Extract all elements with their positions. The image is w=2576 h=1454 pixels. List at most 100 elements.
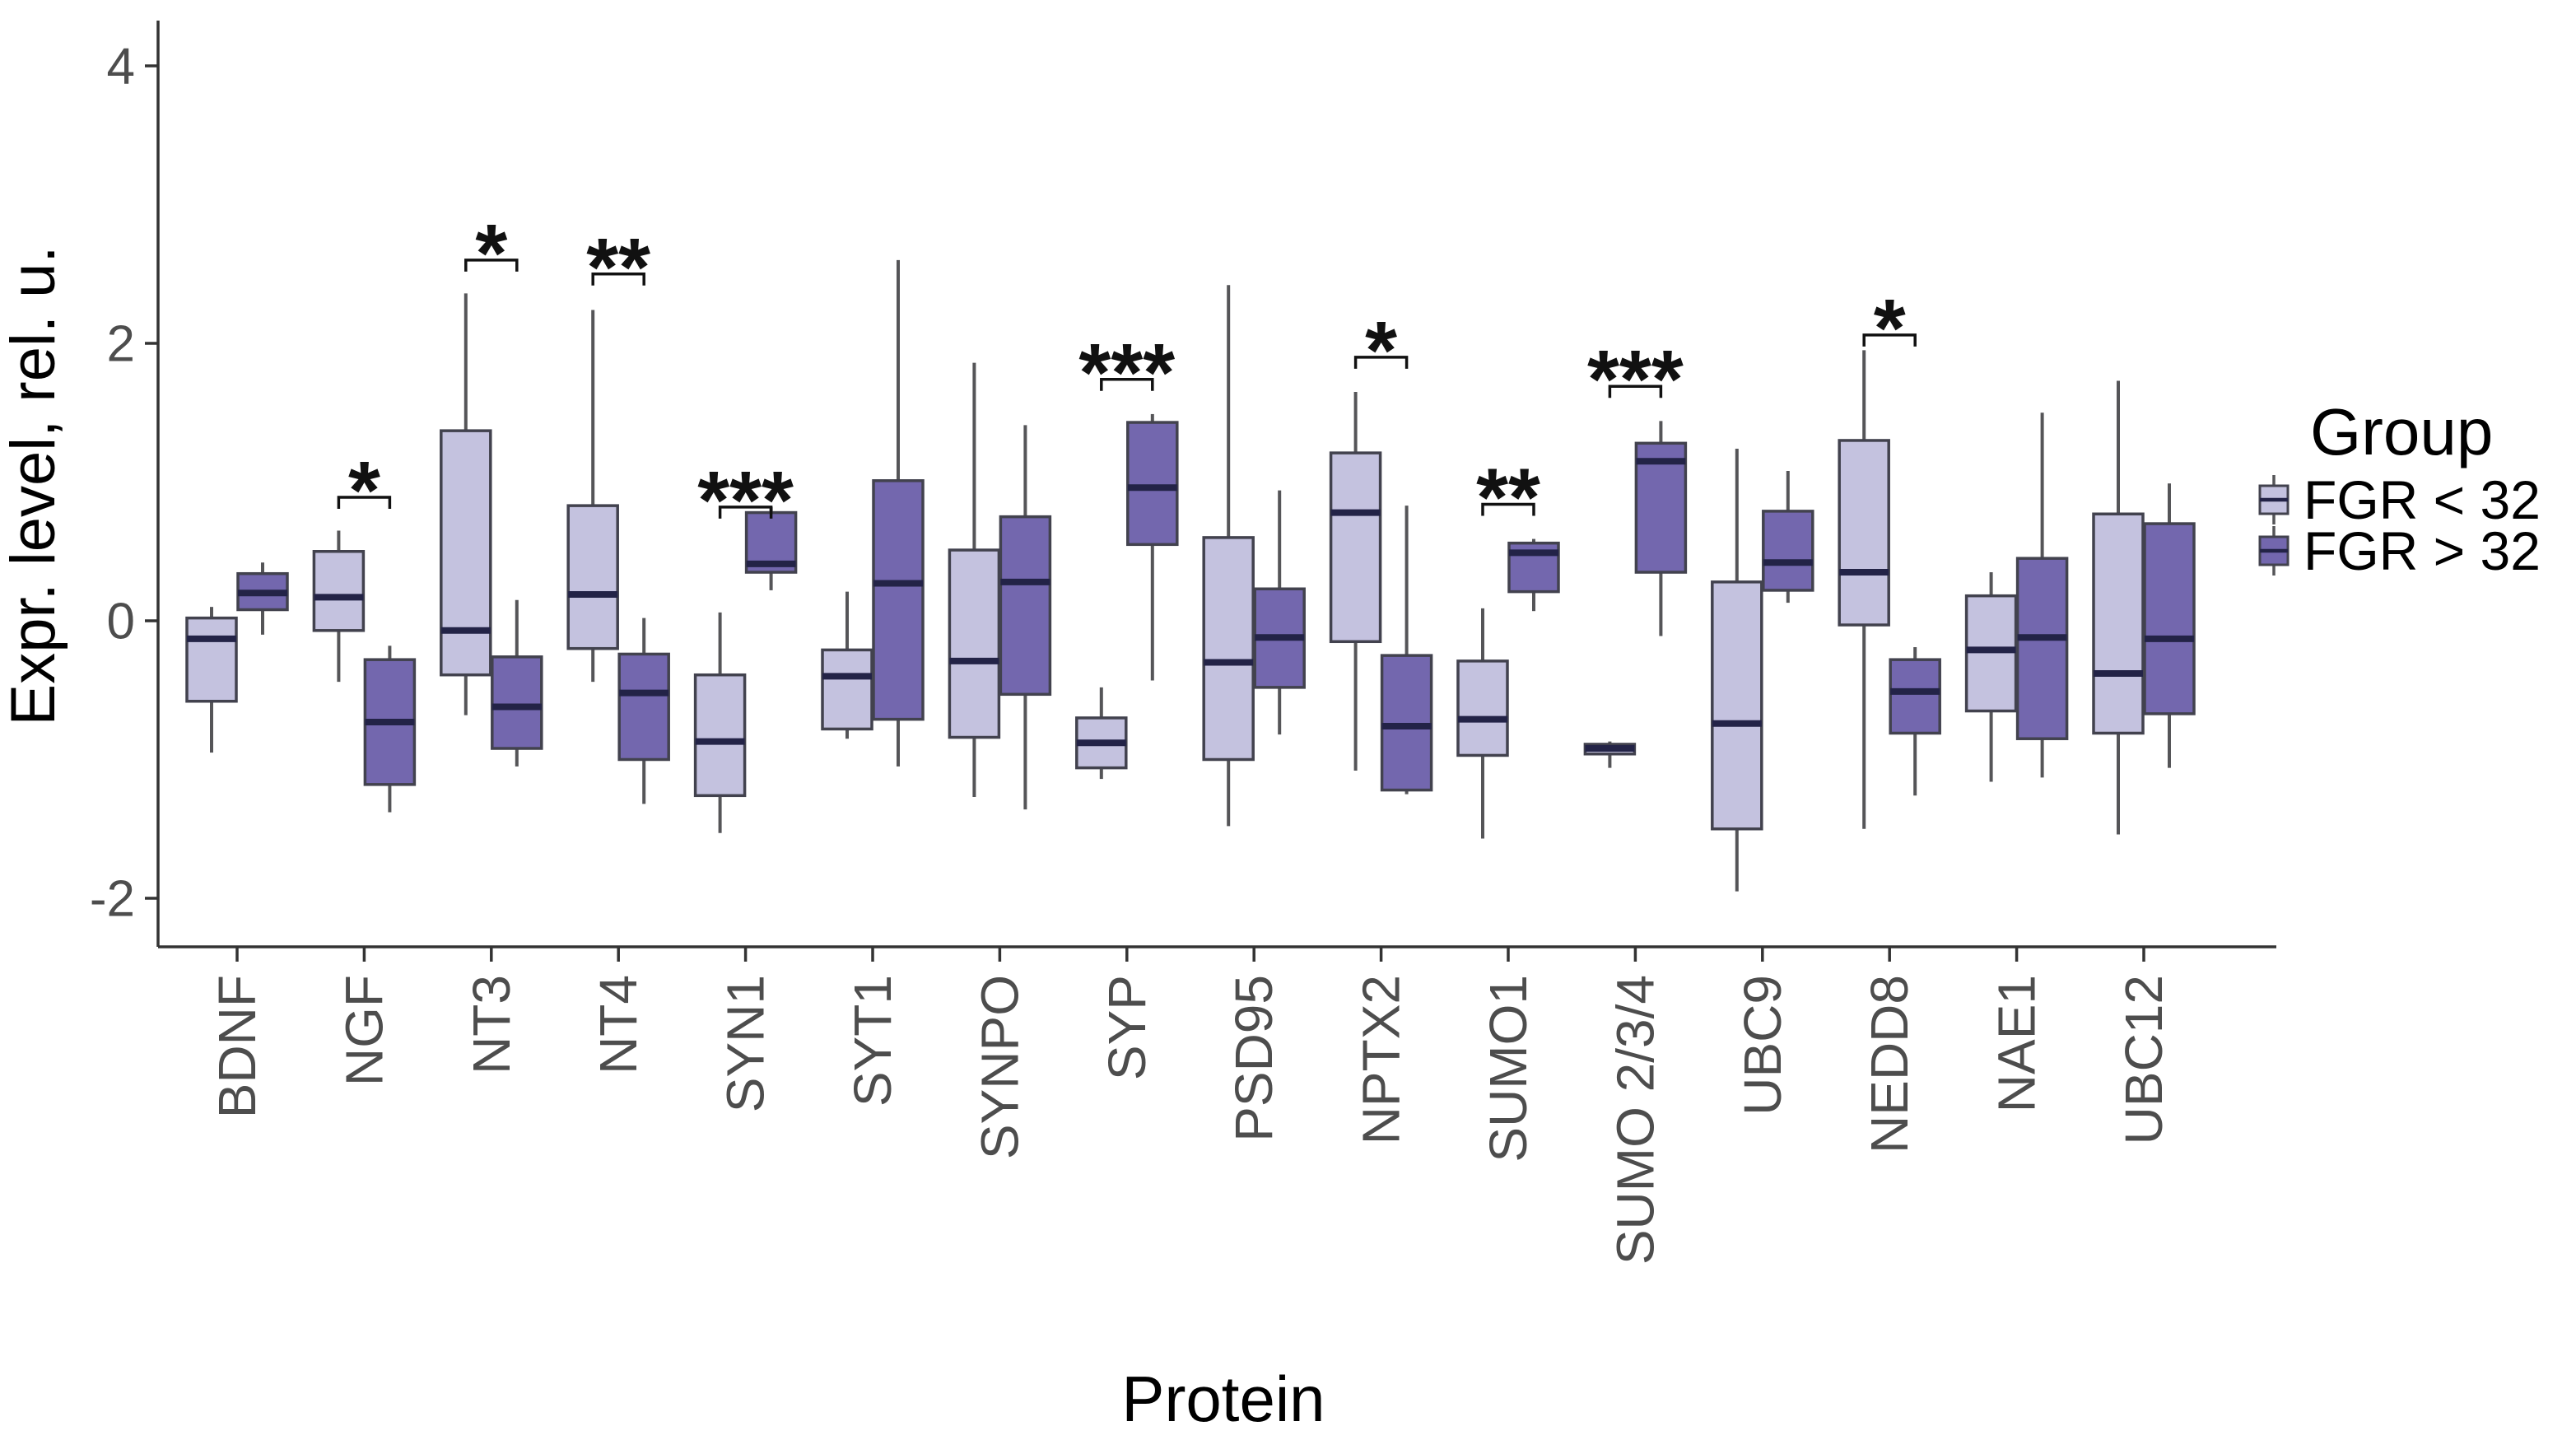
- significance-bracket: [718, 506, 773, 519]
- boxplot-ubc9-fgr-gt-32: [1762, 471, 1814, 604]
- significance-stars: ***: [1078, 327, 1175, 419]
- x-tick-label-nedd8: NEDD8: [1860, 975, 1919, 1153]
- significance-stars: *: [1874, 282, 1906, 375]
- boxplot-nt4-fgr-lt-32: [566, 310, 619, 683]
- boxplot-nt3-fgr-lt-32: [440, 293, 492, 715]
- boxplot-nedd8-fgr-gt-32: [1889, 647, 1941, 796]
- box-iqr: [491, 655, 543, 750]
- boxplot-nt3-fgr-gt-32: [491, 599, 543, 767]
- boxplot-syp-fgr-gt-32: [1126, 413, 1179, 681]
- box-iqr: [2015, 557, 2069, 740]
- box-iqr: [1202, 536, 1255, 762]
- box-iqr: [2143, 522, 2196, 715]
- boxplot-nptx2-fgr-lt-32: [1329, 391, 1382, 771]
- significance-stars: *: [348, 445, 380, 537]
- significance-stars: ***: [1587, 333, 1684, 426]
- boxplot-nptx2-fgr-gt-32: [1380, 506, 1433, 795]
- significance-ngf: *: [337, 445, 392, 537]
- y-tick-label: 4: [107, 39, 135, 96]
- boxplot-psd95-fgr-lt-32: [1202, 285, 1255, 827]
- boxplot-nae1-fgr-gt-32: [2015, 412, 2069, 778]
- significance-bracket: [1481, 502, 1535, 516]
- box-iqr: [1762, 510, 1814, 592]
- x-tick-label-nt3: NT3: [462, 975, 521, 1074]
- y-axis-title: Expr. level, rel. u.: [0, 246, 68, 726]
- legend-label: FGR > 32: [2303, 520, 2541, 581]
- boxplot-bdnf-fgr-lt-32: [185, 607, 238, 753]
- box-iqr: [1456, 659, 1509, 757]
- box-iqr: [1329, 451, 1382, 644]
- boxplot-synpo-fgr-lt-32: [948, 362, 1001, 797]
- boxplot-syn1-fgr-gt-32: [744, 506, 798, 590]
- boxplot-sumo-2-3-4-fgr-lt-32: [1583, 741, 1637, 768]
- boxplot-ubc12-fgr-gt-32: [2143, 483, 2196, 768]
- x-tick-label-syt1: SYT1: [843, 975, 902, 1107]
- box-iqr: [1634, 441, 1688, 574]
- significance-syn1: ***: [697, 454, 794, 547]
- box-iqr: [999, 515, 1052, 697]
- box-iqr: [1838, 439, 1890, 627]
- legend-key-fgr-lt-32: [2258, 475, 2290, 524]
- significance-bracket: [1100, 378, 1154, 391]
- significance-bracket: [464, 259, 519, 272]
- significance-sumo-2-3-4: ***: [1587, 333, 1684, 426]
- box-iqr: [440, 429, 492, 677]
- boxplot-ngf-fgr-lt-32: [312, 530, 366, 683]
- box-iqr: [1126, 421, 1179, 547]
- boxplot-syn1-fgr-lt-32: [693, 612, 747, 833]
- significance-syp: ***: [1078, 327, 1175, 419]
- significance-bracket: [591, 273, 645, 286]
- box-iqr: [617, 652, 670, 762]
- boxplot-nae1-fgr-lt-32: [1964, 572, 2018, 782]
- boxplot-psd95-fgr-gt-32: [1253, 490, 1306, 735]
- box-iqr: [1964, 594, 2018, 713]
- box-iqr: [821, 648, 873, 731]
- x-tick-label-ngf: NGF: [334, 975, 394, 1086]
- y-tick-label: -2: [90, 871, 135, 928]
- x-tick-label-sumo-2-3-4: SUMO 2/3/4: [1605, 975, 1665, 1265]
- box-iqr: [693, 673, 747, 798]
- significance-stars: *: [1365, 305, 1397, 397]
- significance-nedd8: *: [1862, 282, 1917, 375]
- box-iqr: [1889, 658, 1941, 735]
- box-iqr: [185, 616, 238, 703]
- x-tick-label-nt4: NT4: [589, 975, 648, 1074]
- significance-stars: *: [475, 207, 507, 300]
- boxplot-syt1-fgr-lt-32: [821, 591, 873, 739]
- box-iqr: [312, 550, 366, 632]
- significance-bracket: [337, 496, 392, 510]
- x-tick-label-syp: SYP: [1097, 975, 1157, 1080]
- x-tick-label-syn1: SYN1: [716, 975, 776, 1112]
- boxplot-syt1-fgr-gt-32: [872, 259, 925, 767]
- boxplot-ngf-fgr-gt-32: [363, 645, 417, 813]
- boxplot-sumo1-fgr-gt-32: [1507, 538, 1560, 612]
- box-iqr: [872, 479, 925, 721]
- x-tick-label-ubc12: UBC12: [2114, 975, 2173, 1144]
- boxplot-synpo-fgr-gt-32: [999, 425, 1052, 810]
- x-tick-label-sumo1: SUMO1: [1479, 975, 1538, 1163]
- significance-sumo1: **: [1476, 451, 1540, 543]
- box-iqr: [1711, 580, 1763, 831]
- significance-stars: **: [1476, 451, 1540, 543]
- x-tick-label-bdnf: BDNF: [207, 975, 267, 1118]
- boxplot-sumo-2-3-4-fgr-gt-32: [1634, 421, 1688, 636]
- box-iqr: [566, 504, 619, 650]
- boxplot-nt4-fgr-gt-32: [617, 617, 670, 804]
- significance-stars: **: [586, 221, 650, 314]
- boxplot-ubc9-fgr-lt-32: [1711, 449, 1763, 892]
- legend-title: Group: [2310, 395, 2493, 468]
- boxplot-bdnf-fgr-gt-32: [236, 562, 289, 635]
- significance-stars: ***: [697, 454, 794, 547]
- boxplot-nedd8-fgr-lt-32: [1838, 350, 1890, 829]
- legend-key-fgr-gt-32: [2258, 526, 2290, 576]
- significance-nptx2: *: [1353, 305, 1409, 397]
- legend-label: FGR < 32: [2303, 469, 2541, 530]
- x-tick-label-nptx2: NPTX2: [1352, 975, 1411, 1144]
- significance-nt4: **: [586, 221, 650, 314]
- x-tick-label-psd95: PSD95: [1224, 975, 1283, 1142]
- boxplot-sumo1-fgr-lt-32: [1456, 608, 1509, 839]
- x-tick-label-synpo: SYNPO: [970, 975, 1029, 1159]
